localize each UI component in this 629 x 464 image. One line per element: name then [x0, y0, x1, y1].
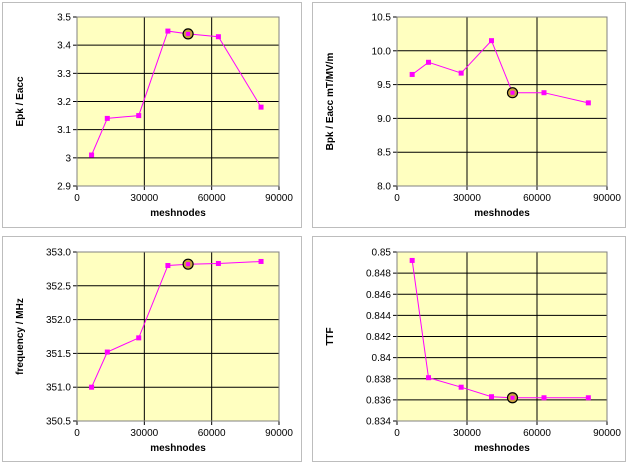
y-tick-label: 0.85 [372, 248, 392, 259]
x-axis-label: meshnodes [474, 208, 530, 219]
data-point [186, 31, 191, 36]
y-tick-label: 352.5 [46, 281, 71, 292]
data-point [215, 34, 221, 40]
x-tick-label: 60000 [523, 428, 551, 439]
data-point [510, 90, 515, 95]
data-point [541, 395, 547, 401]
y-tick-label: 351.0 [46, 383, 71, 394]
x-tick-label: 0 [394, 428, 400, 439]
y-tick-label: 350.5 [46, 417, 71, 428]
y-tick-label: 10.0 [372, 46, 392, 57]
data-point [489, 394, 494, 400]
y-tick-label: 0.834 [366, 417, 391, 428]
y-tick-label: 3.5 [57, 13, 71, 24]
y-axis-label: TTF [325, 327, 336, 345]
plot-area [77, 252, 279, 421]
x-tick-label: 0 [74, 428, 80, 439]
data-point [458, 384, 464, 390]
y-tick-label: 0.838 [366, 374, 391, 385]
y-tick-label: 3 [65, 153, 71, 164]
data-point [165, 28, 171, 34]
data-point [541, 90, 547, 96]
data-point [104, 115, 110, 121]
data-point [104, 349, 110, 355]
data-point [489, 38, 494, 44]
y-tick-label: 3.4 [57, 41, 71, 52]
x-axis-label: meshnodes [150, 443, 206, 454]
y-tick-label: 353.0 [46, 248, 71, 259]
data-point [585, 100, 591, 106]
data-point [186, 262, 191, 267]
data-point [215, 260, 221, 266]
y-tick-label: 0.846 [366, 290, 391, 301]
y-tick-label: 0.84 [372, 353, 392, 364]
x-tick-label: 90000 [593, 193, 621, 204]
chart-panel-ttf: 0.834 0.836 0.838 0.84 0.842 0.844 0.846 0.848 0… [312, 236, 626, 462]
chart-ttf: 0.834 0.836 0.838 0.84 0.842 0.844 0.846 0.848 0… [325, 248, 621, 455]
chart-bpk-eacc: 8.0 8.5 9.0 9.5 10.0 10.5 0 30000 60000 90000 mesh… [325, 13, 621, 220]
x-tick-label: 30000 [453, 193, 481, 204]
plot-border [396, 251, 608, 422]
x-axis-label: meshnodes [474, 443, 530, 454]
x-tick-label: 0 [74, 193, 80, 204]
data-point [409, 257, 415, 263]
x-tick-label: 90000 [265, 428, 293, 439]
y-tick-label: 10.5 [372, 13, 392, 24]
data-point [89, 152, 95, 158]
data-point [136, 113, 142, 119]
x-tick-label: 30000 [130, 193, 158, 204]
chart-panel-epk: 2.9 3 3.1 3.2 3.3 3.4 3.5 0 30000 60000 90000 meshn… [2, 2, 302, 228]
x-tick-label: 30000 [130, 428, 158, 439]
y-tick-label: 352.0 [46, 315, 71, 326]
x-tick-label: 90000 [265, 193, 293, 204]
y-tick-label: 9.5 [377, 80, 391, 91]
y-tick-label: 0.842 [366, 332, 391, 343]
x-tick-label: 0 [394, 193, 400, 204]
data-point [409, 71, 415, 77]
data-point [258, 258, 264, 264]
chart-panel-frequency: 350.5 351.0 351.5 352.0 352.5 353.0 0 30000 6000… [2, 236, 302, 462]
chart-epk-eacc: 2.9 3 3.1 3.2 3.3 3.4 3.5 0 30000 60000 90000 meshn… [15, 13, 293, 220]
data-point [165, 263, 171, 269]
y-tick-label: 8.5 [377, 148, 391, 159]
y-tick-label: 0.844 [366, 311, 391, 322]
plot-area [397, 17, 607, 186]
y-tick-label: 0.848 [366, 269, 391, 280]
data-point [258, 104, 264, 110]
x-tick-label: 60000 [198, 193, 226, 204]
x-tick-label: 30000 [453, 428, 481, 439]
data-point [136, 335, 142, 341]
y-axis-label: Epk / Eacc [15, 76, 26, 126]
x-axis-label: meshnodes [150, 208, 206, 219]
data-point [89, 384, 95, 390]
plot-border [76, 16, 280, 187]
y-tick-label: 0.836 [366, 395, 391, 406]
x-tick-label: 60000 [198, 428, 226, 439]
plot-border [76, 251, 280, 422]
y-axis-label: Bpk / Eacc mT/MV/m [325, 52, 336, 150]
chart-frequency: 350.5 351.0 351.5 352.0 352.5 353.0 0 30000 6000… [15, 248, 293, 455]
y-tick-label: 3.3 [57, 69, 71, 80]
chart-panel-bpk: 8.0 8.5 9.0 9.5 10.0 10.5 0 30000 60000 90000 mesh… [312, 2, 626, 228]
x-tick-label: 60000 [523, 193, 551, 204]
data-point [426, 59, 431, 65]
y-axis-label: frequency / MHz [15, 298, 26, 375]
y-tick-label: 9.0 [377, 114, 391, 125]
y-tick-label: 3.1 [57, 125, 71, 136]
plot-border [396, 16, 608, 187]
y-tick-label: 8.0 [377, 182, 391, 193]
y-tick-label: 3.2 [57, 97, 71, 108]
data-point [458, 70, 464, 76]
y-tick-label: 2.9 [57, 182, 71, 193]
x-tick-label: 90000 [593, 428, 621, 439]
data-point [426, 375, 431, 381]
data-point [510, 395, 515, 400]
data-point [585, 395, 591, 401]
y-tick-label: 351.5 [46, 349, 71, 360]
